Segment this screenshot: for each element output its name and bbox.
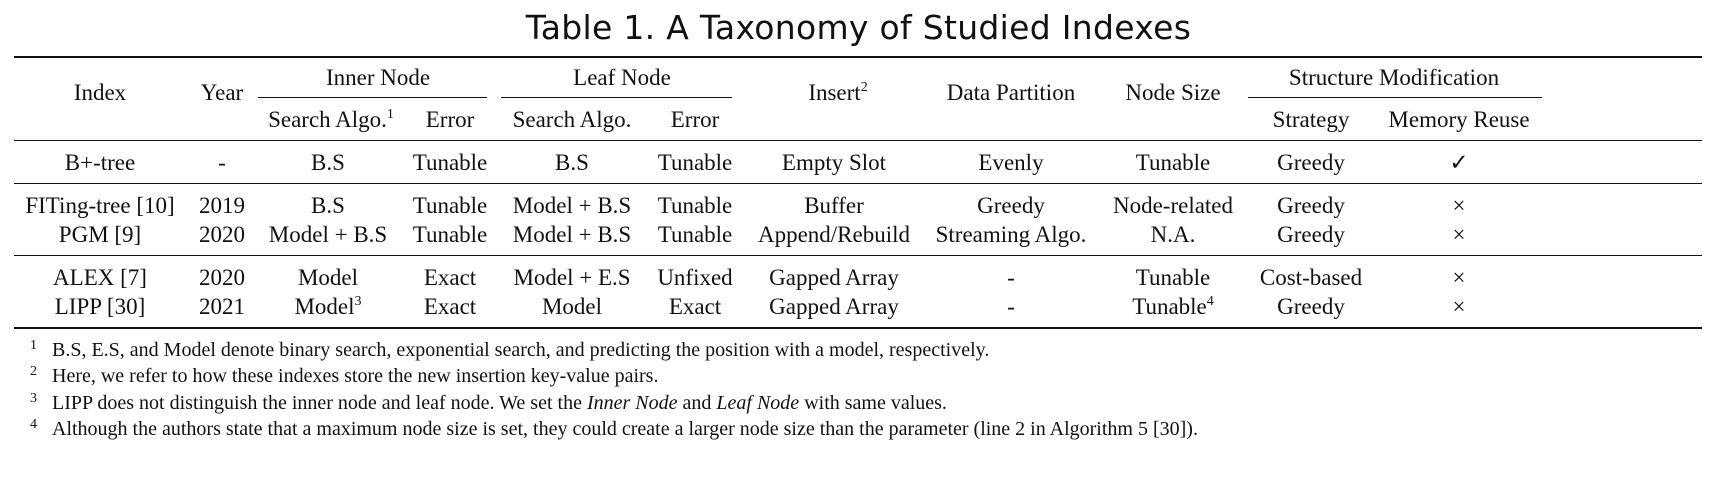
cell-year: 2019 [199, 193, 245, 218]
cell-memory-reuse: × [1452, 193, 1466, 218]
header-inner-search: Search Algo.1 [268, 107, 394, 132]
header-rule [14, 140, 1702, 141]
cell-leaf-search: Model [541, 294, 603, 319]
group-rule-2 [14, 255, 1702, 256]
header-memory-reuse: Memory Reuse [1388, 107, 1530, 132]
cell-leaf-search: Model + E.S [513, 265, 631, 290]
cell-strategy: Greedy [1277, 193, 1345, 218]
cell-index: ALEX [7] [53, 265, 147, 290]
footnote-1: 1 B.S, E.S, and Model denote binary searc… [30, 338, 990, 362]
cell-data-partition: Streaming Algo. [935, 222, 1087, 247]
cell-strategy: Greedy [1277, 150, 1345, 175]
cell-leaf-search: Model + B.S [512, 193, 632, 218]
cell-node-size: Tunable [1135, 265, 1211, 290]
cell-index: PGM [9] [58, 222, 142, 247]
footnote-2: 2 Here, we refer to how these indexes sto… [30, 364, 659, 388]
header-year: Year [200, 80, 244, 105]
cell-node-size: Tunable [1135, 150, 1211, 175]
cell-insert: Empty Slot [781, 150, 887, 175]
leaf-node-rule [501, 97, 732, 98]
header-insert: Insert2 [808, 80, 868, 105]
header-structure-modification: Structure Modification [1288, 65, 1500, 90]
cell-leaf-search: B.S [555, 150, 589, 175]
cell-inner-search: Model3 [294, 294, 362, 319]
cell-insert: Gapped Array [769, 294, 899, 319]
cell-leaf-error: Tunable [657, 222, 733, 247]
cell-node-size: Tunable4 [1132, 294, 1214, 319]
cell-index: LIPP [30] [54, 294, 146, 319]
cell-inner-error: Tunable [412, 222, 488, 247]
footnote-3: 3 LIPP does not distinguish the inner nod… [30, 391, 947, 415]
header-leaf-error: Error [670, 107, 720, 132]
structure-modification-rule [1248, 97, 1542, 98]
header-inner-node: Inner Node [325, 65, 431, 90]
header-inner-error: Error [425, 107, 475, 132]
cell-insert: Gapped Array [769, 265, 899, 290]
cell-inner-search: B.S [311, 193, 345, 218]
cell-data-partition: - [1007, 265, 1015, 290]
cell-inner-error: Tunable [412, 150, 488, 175]
cell-insert: Buffer [804, 193, 864, 218]
cell-memory-reuse: × [1452, 222, 1466, 247]
header-node-size: Node Size [1125, 80, 1221, 105]
top-rule [14, 56, 1702, 58]
header-strategy: Strategy [1272, 107, 1350, 132]
cell-leaf-error: Tunable [657, 150, 733, 175]
cell-strategy: Cost-based [1259, 265, 1363, 290]
cell-node-size: N.A. [1150, 222, 1196, 247]
cell-inner-search: B.S [311, 150, 345, 175]
group-rule-1 [14, 183, 1702, 184]
inner-node-rule [258, 97, 487, 98]
cell-year: 2021 [199, 294, 245, 319]
cell-leaf-error: Unfixed [657, 265, 733, 290]
cell-memory-reuse: × [1452, 294, 1466, 319]
cell-year: 2020 [199, 222, 245, 247]
cell-inner-error: Tunable [412, 193, 488, 218]
table-title: Table 1. A Taxonomy of Studied Indexes [525, 8, 1192, 47]
cell-inner-error: Exact [423, 294, 477, 319]
footnote-4: 4 Although the authors state that a maxim… [30, 417, 1198, 441]
cell-index: FITing-tree [10] [25, 193, 175, 218]
cell-strategy: Greedy [1277, 222, 1345, 247]
cell-data-partition: Evenly [978, 150, 1044, 175]
cell-inner-search: Model + B.S [268, 222, 388, 247]
header-index: Index [73, 80, 127, 105]
cell-strategy: Greedy [1277, 294, 1345, 319]
header-leaf-node: Leaf Node [573, 65, 671, 90]
cell-memory-reuse: × [1452, 265, 1466, 290]
cell-leaf-search: Model + B.S [512, 222, 632, 247]
cell-leaf-error: Exact [668, 294, 722, 319]
cell-data-partition: Greedy [977, 193, 1045, 218]
cell-leaf-error: Tunable [657, 193, 733, 218]
cell-insert: Append/Rebuild [757, 222, 911, 247]
cell-index: B+-tree [64, 150, 136, 175]
cell-data-partition: - [1007, 294, 1015, 319]
cell-year: 2020 [199, 265, 245, 290]
header-leaf-search: Search Algo. [512, 107, 632, 132]
cell-year: - [218, 150, 226, 175]
cell-inner-error: Exact [423, 265, 477, 290]
header-data-partition: Data Partition [946, 80, 1076, 105]
cell-node-size: Node-related [1112, 193, 1234, 218]
bottom-rule [14, 327, 1702, 329]
cell-inner-search: Model [297, 265, 359, 290]
cell-memory-reuse: ✓ [1449, 150, 1469, 175]
